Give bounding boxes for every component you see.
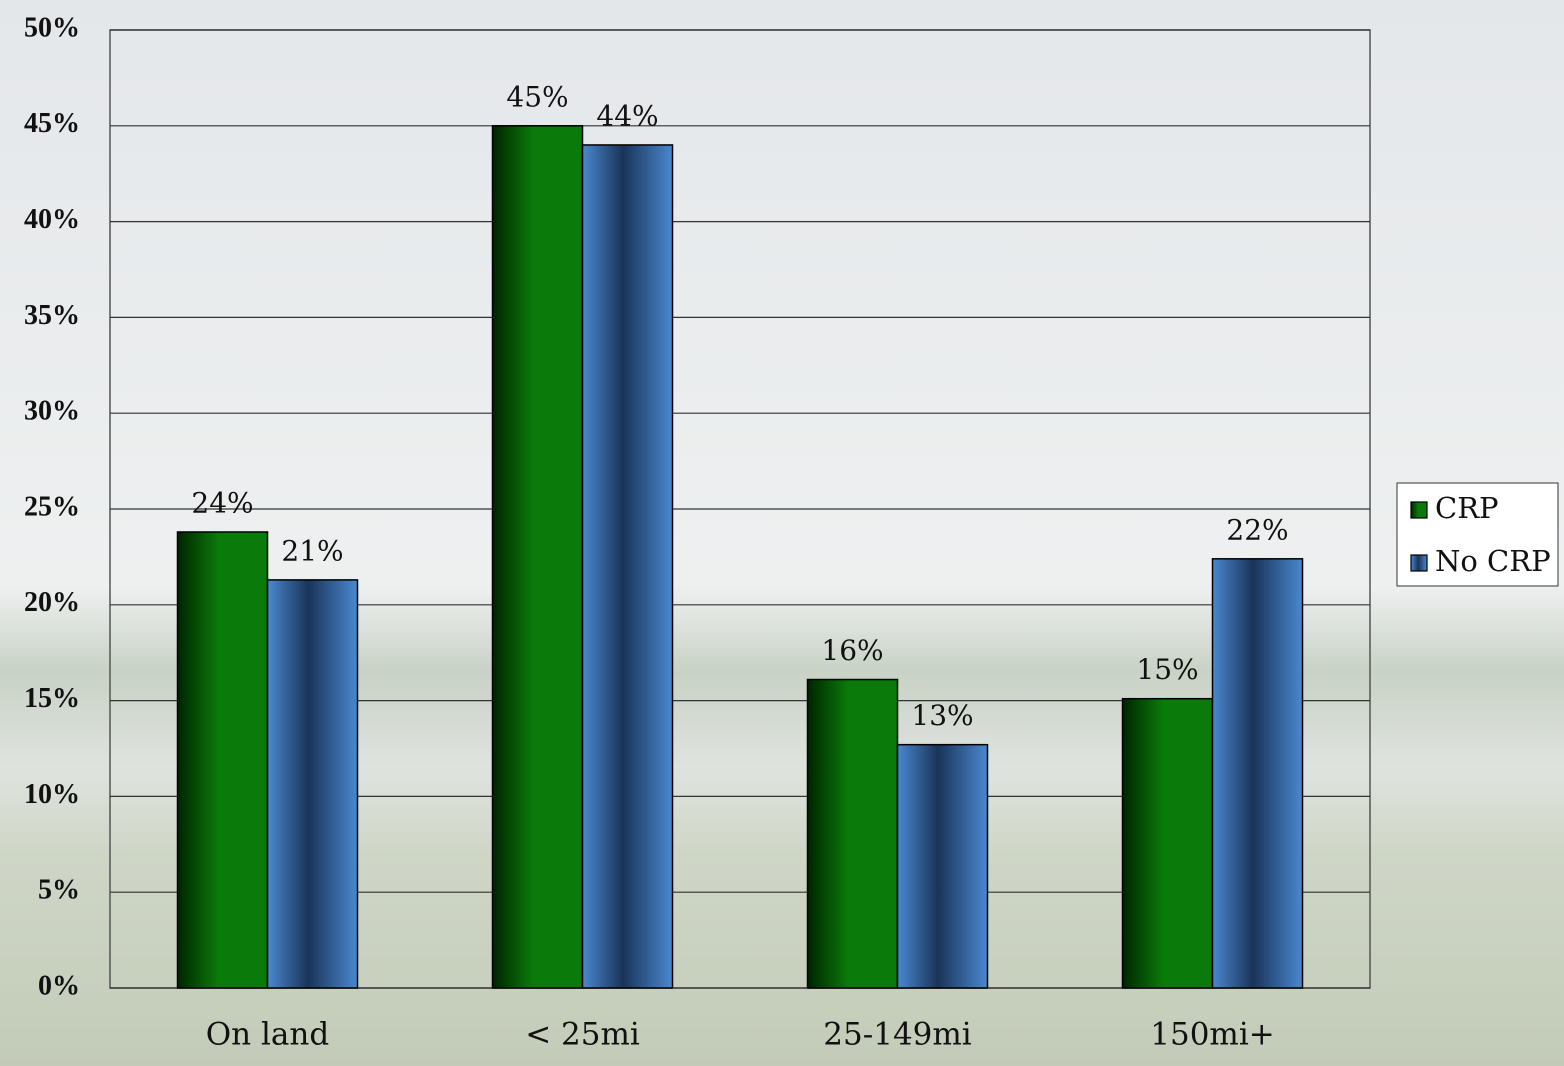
y-tick-label: 20% xyxy=(24,587,80,618)
bar xyxy=(806,678,899,989)
value-label: 15% xyxy=(1136,653,1198,686)
value-label: 21% xyxy=(281,534,343,567)
bar xyxy=(176,531,269,989)
y-tick-label: 15% xyxy=(24,683,80,714)
value-label: 45% xyxy=(506,80,568,113)
x-tick-label: On land xyxy=(206,1017,329,1053)
bar xyxy=(896,743,989,989)
y-tick-label: 10% xyxy=(24,779,80,810)
y-tick-label: 25% xyxy=(24,491,80,522)
legend-label: No CRP xyxy=(1435,544,1551,578)
y-tick-label: 50% xyxy=(24,12,80,43)
bar xyxy=(581,144,674,989)
bar xyxy=(1121,697,1214,989)
x-tick-label: 150mi+ xyxy=(1150,1017,1274,1053)
bar xyxy=(491,125,584,989)
y-tick-label: 35% xyxy=(24,300,80,331)
value-label: 16% xyxy=(821,634,883,667)
bar xyxy=(266,579,359,989)
legend-swatch xyxy=(1410,554,1428,572)
bar xyxy=(1211,558,1304,989)
value-label: 24% xyxy=(191,486,253,519)
legend-swatch xyxy=(1410,501,1428,519)
y-tick-label: 45% xyxy=(24,108,80,139)
value-label: 22% xyxy=(1226,513,1288,546)
y-tick-label: 0% xyxy=(38,970,80,1001)
y-tick-label: 5% xyxy=(38,875,80,906)
y-tick-label: 40% xyxy=(24,204,80,235)
x-tick-label: < 25mi xyxy=(525,1017,640,1053)
value-label: 13% xyxy=(911,699,973,732)
x-tick-label: 25-149mi xyxy=(823,1017,971,1053)
value-label: 44% xyxy=(596,99,658,132)
y-tick-label: 30% xyxy=(24,396,80,427)
legend-label: CRP xyxy=(1435,491,1499,525)
